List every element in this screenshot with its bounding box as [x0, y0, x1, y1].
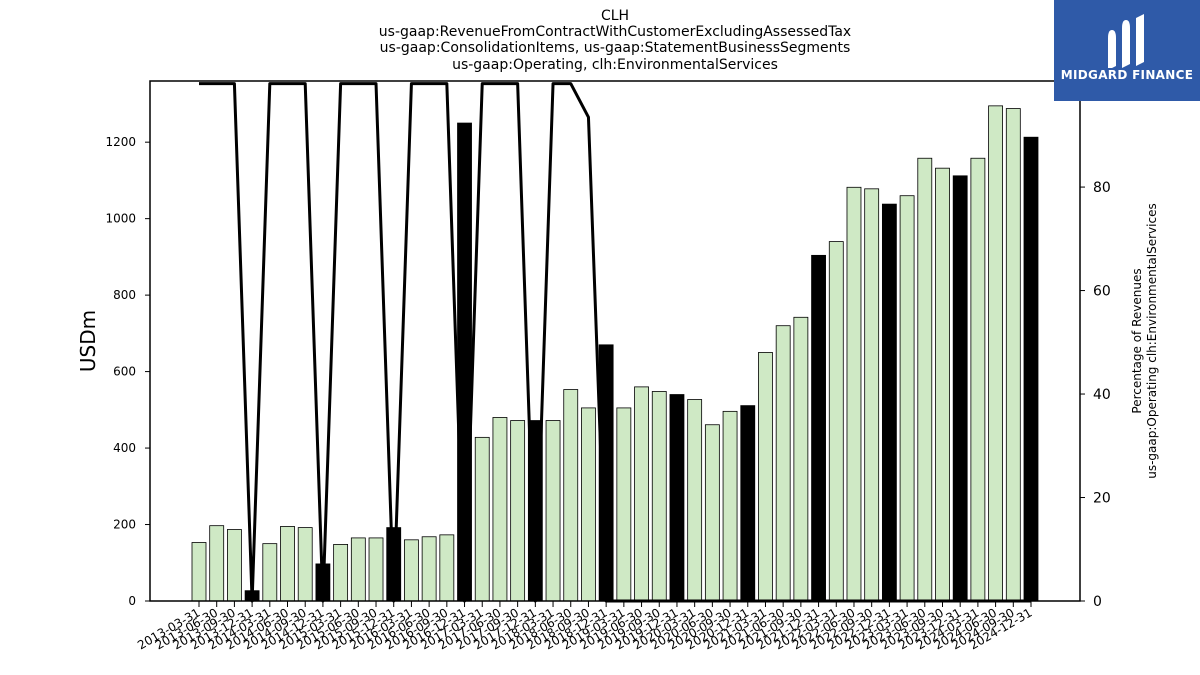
y2-tick-label: 20	[1093, 491, 1111, 507]
bar-quarter-2022-06-30	[846, 186, 862, 602]
bar-annual-2020-12-31	[740, 405, 756, 602]
logo-text: MIDGARD FINANCE	[1060, 68, 1194, 82]
bar-quarter-2017-09-30	[510, 420, 526, 602]
bar-quarter-2018-06-30	[563, 389, 579, 602]
bar-quarter-2013-09-30	[226, 529, 242, 602]
bar-quarter-2017-06-30	[492, 417, 508, 602]
bar-annual-2024-12-31	[1023, 136, 1039, 602]
y2-axis-label-line-1: Percentage of Revenues	[1130, 268, 1144, 413]
bar-quarter-2021-06-30	[775, 325, 791, 602]
bar-annual-2019-12-31	[669, 394, 685, 602]
x-axis: 2013-03-312013-06-302013-09-302013-12-31…	[135, 601, 1035, 652]
y2-tick-label: 80	[1093, 180, 1111, 196]
bar-quarter-2016-09-30	[439, 534, 455, 602]
bar-quarter-2024-06-30	[988, 105, 1003, 602]
y-tick-label: 1200	[105, 135, 136, 149]
y2-tick-label: 60	[1093, 284, 1111, 300]
plot-frame	[149, 80, 1081, 602]
bar-annual-2016-12-31	[457, 122, 472, 602]
bar-quarter-2019-03-31	[616, 407, 632, 602]
bar-quarter-2023-06-30	[917, 157, 933, 602]
bar-quarter-2014-03-31	[262, 543, 278, 602]
bar-quarter-2021-03-31	[758, 352, 773, 602]
bar-quarter-2013-03-31	[191, 542, 207, 602]
bar-quarter-2014-09-30	[297, 527, 313, 602]
bar-quarter-2016-06-30	[421, 536, 437, 602]
bar-quarter-2015-03-31	[333, 544, 349, 602]
bar-quarter-2020-06-30	[704, 424, 720, 602]
bar-quarter-2020-03-31	[687, 399, 703, 602]
bar-quarter-2019-09-30	[651, 391, 667, 602]
bar-quarter-2020-09-30	[722, 410, 738, 602]
chart-title-line-2: us-gaap:RevenueFromContractWithCustomerE…	[379, 24, 851, 40]
bar-quarter-2023-09-30	[935, 167, 950, 602]
y2-tick-label: 0	[1093, 594, 1102, 610]
bar-annual-2021-12-31	[811, 254, 826, 602]
bar-quarter-2015-06-30	[350, 537, 366, 602]
y2-tick-label: 40	[1093, 387, 1111, 403]
chart-title-line-4: us-gaap:Operating, clh:EnvironmentalServ…	[452, 57, 778, 73]
bar-quarter-2023-03-31	[899, 195, 915, 602]
chart-title: CLH us-gaap:RevenueFromContractWithCusto…	[379, 8, 851, 73]
y-tick-label: 800	[113, 288, 136, 302]
bar-quarter-2018-09-30	[581, 407, 596, 602]
bar-quarter-2022-09-30	[864, 188, 880, 602]
y2-axis-label-line-2: us-gaap:Operating clh:EnvironmentalServi…	[1145, 203, 1159, 478]
bar-quarter-2024-09-30	[1005, 108, 1021, 602]
y-tick-label: 1000	[105, 212, 136, 226]
bar-quarter-2018-03-31	[545, 420, 561, 602]
y-tick-label: 600	[113, 365, 136, 379]
y-tick-label: 400	[113, 441, 136, 455]
chart-title-line-1: CLH	[601, 8, 629, 24]
bar-quarter-2013-06-30	[209, 525, 225, 602]
left-y-axis: 0 200 400 600 800 1000 1200	[105, 135, 150, 608]
logo-mark-icon	[1108, 14, 1144, 68]
bar-quarter-2016-03-31	[404, 539, 419, 602]
chart-title-line-3: us-gaap:ConsolidationItems, us-gaap:Stat…	[380, 40, 851, 56]
bar-quarter-2014-06-30	[280, 526, 295, 602]
bar-series	[191, 105, 1039, 602]
brand-logo: MIDGARD FINANCE	[1054, 0, 1200, 101]
bar-quarter-2024-03-31	[970, 157, 986, 602]
bar-quarter-2015-09-30	[368, 537, 384, 602]
y-tick-label: 200	[113, 518, 136, 532]
bar-quarter-2017-03-31	[474, 436, 490, 602]
y-tick-label: 0	[128, 594, 136, 608]
bar-quarter-2021-09-30	[793, 316, 809, 602]
y-axis-label: USDm	[76, 310, 100, 372]
bar-quarter-2022-03-31	[828, 241, 844, 602]
bar-quarter-2019-06-30	[634, 386, 649, 602]
bar-annual-2023-12-31	[952, 175, 968, 602]
bar-annual-2022-12-31	[881, 203, 897, 602]
right-y-axis: 020406080100	[1080, 77, 1120, 610]
